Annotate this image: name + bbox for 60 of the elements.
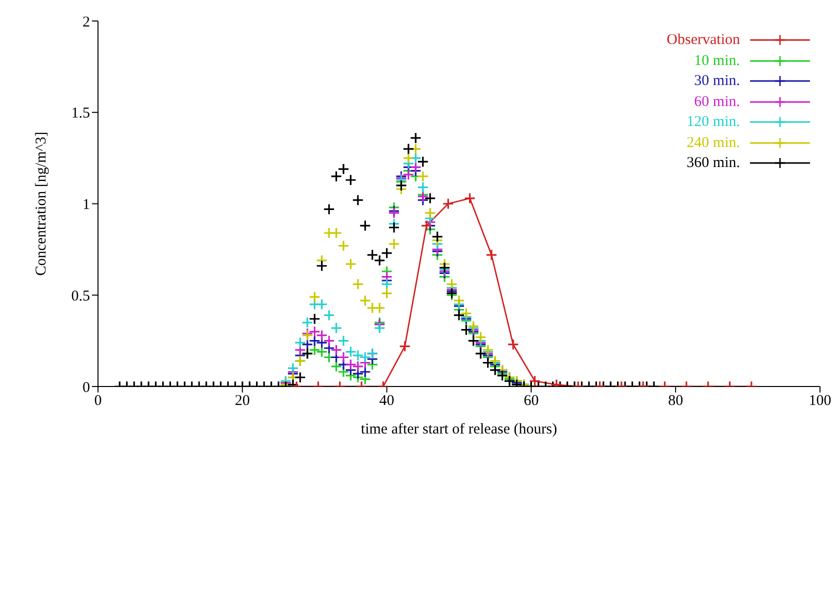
point — [442, 198, 454, 210]
point — [381, 288, 393, 300]
point — [352, 360, 364, 372]
x-tick-label: 0 — [94, 393, 102, 410]
point — [420, 220, 432, 232]
legend-label: 60 min. — [694, 92, 740, 112]
y-tick-label: 1 — [82, 197, 90, 214]
point — [410, 161, 422, 173]
point — [330, 322, 342, 334]
x-tick-label: 100 — [808, 393, 832, 410]
point — [402, 152, 414, 164]
point — [308, 335, 320, 347]
x-axis-title: time after start of release (hours) — [360, 422, 558, 438]
legend-label: 120 min. — [686, 113, 740, 132]
point — [359, 366, 371, 378]
legend-label: 360 min. — [686, 154, 740, 173]
point — [338, 240, 350, 252]
point — [344, 258, 356, 270]
point — [287, 362, 299, 374]
point — [374, 322, 386, 334]
legend-label: Observation — [666, 31, 740, 50]
point — [308, 291, 320, 303]
point — [453, 294, 465, 306]
y-axis-title: Concentration [ng/m^3] — [33, 132, 50, 276]
point — [417, 170, 429, 182]
x-tick-label: 80 — [668, 393, 684, 410]
legend-label: 30 min. — [694, 72, 740, 91]
point — [388, 238, 400, 250]
point — [507, 338, 519, 350]
point — [323, 309, 335, 322]
point — [359, 351, 371, 364]
point — [330, 227, 342, 239]
x-tick-label: 60 — [524, 393, 539, 410]
point — [294, 336, 306, 348]
point — [352, 278, 364, 290]
point — [374, 302, 386, 314]
y-tick-label: 1.5 — [71, 106, 90, 122]
point — [486, 249, 498, 261]
legend-label: 240 min. — [686, 134, 740, 152]
point — [529, 375, 541, 386]
y-tick-label: 0.5 — [71, 288, 90, 304]
point — [417, 182, 429, 194]
y-tick-label: 0 — [82, 380, 90, 396]
x-tick-label: 20 — [234, 393, 250, 410]
point — [474, 331, 486, 343]
point — [402, 168, 414, 180]
point — [424, 207, 436, 219]
point — [381, 278, 393, 290]
point — [302, 338, 314, 350]
point — [460, 308, 472, 320]
point — [316, 298, 328, 310]
point — [399, 340, 411, 352]
x-tick-label: 40 — [379, 393, 394, 410]
point — [446, 278, 458, 290]
legend-label: 10 min. — [694, 52, 740, 70]
y-tick-label: 2 — [82, 14, 90, 30]
point — [302, 316, 314, 328]
point — [464, 192, 476, 204]
point — [338, 335, 350, 347]
point — [308, 344, 320, 356]
